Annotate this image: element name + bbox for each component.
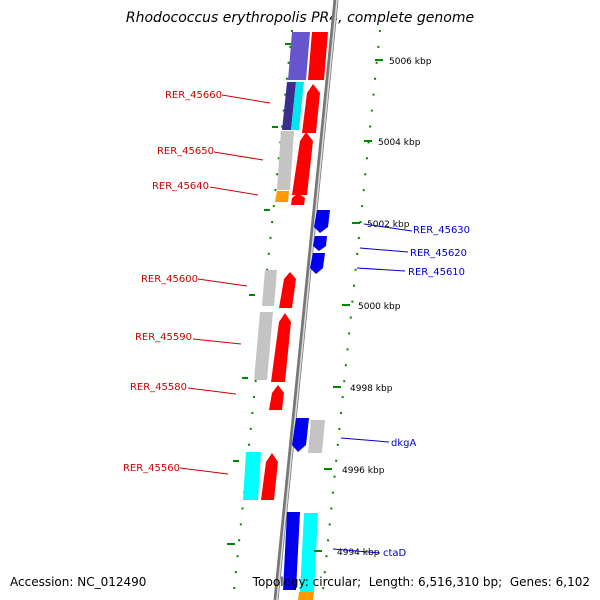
accession-label: Accession: xyxy=(10,575,74,589)
gene-block[interactable] xyxy=(300,513,318,592)
gene-label-rer-45580[interactable]: RER_45580 xyxy=(130,382,187,393)
gene-leader-line xyxy=(192,338,242,345)
genome-axis xyxy=(273,0,339,600)
gene-block[interactable] xyxy=(275,191,289,202)
gene-arrow[interactable] xyxy=(313,236,327,251)
scale-label: 4998 kbp xyxy=(350,384,393,394)
gene-arrow[interactable] xyxy=(314,210,330,233)
genome-summary: Topology: circular; Length: 6,516,310 bp… xyxy=(252,575,590,589)
gene-block[interactable] xyxy=(254,312,273,380)
chart-title: Rhodococcus erythropolis PR4, complete g… xyxy=(125,10,475,26)
topology-label: Topology: xyxy=(252,575,309,589)
gene-label-rer-45610[interactable]: RER_45610 xyxy=(408,267,465,278)
gene-leader-line xyxy=(187,387,237,395)
length-value: 6,516,310 bp xyxy=(418,575,499,589)
gene-label-dkga[interactable]: dkgA xyxy=(391,438,416,449)
scale-label: 5000 kbp xyxy=(358,302,401,312)
gene-label-rer-45620[interactable]: RER_45620 xyxy=(410,248,467,259)
scale-label: 5002 kbp xyxy=(367,220,410,230)
gene-block[interactable] xyxy=(243,452,261,500)
genes-value: 6,102 xyxy=(555,575,590,589)
gene-arrow[interactable] xyxy=(271,313,291,382)
gene-leader-line xyxy=(213,151,264,161)
gene-leader-line xyxy=(209,186,259,196)
gene-block[interactable] xyxy=(298,592,314,600)
gene-block[interactable] xyxy=(288,32,310,80)
accession-info: Accession: NC_012490 xyxy=(10,575,146,589)
gene-leader-line xyxy=(179,467,229,475)
gene-leader-line xyxy=(363,223,413,232)
genes-label: Genes: xyxy=(509,575,552,589)
scale-label: 4996 kbp xyxy=(342,466,385,476)
right-track-guide xyxy=(321,29,381,600)
gene-label-rer-45640[interactable]: RER_45640 xyxy=(152,181,209,192)
gene-block[interactable] xyxy=(283,512,300,590)
gene-leader-line xyxy=(221,94,271,104)
gene-arrow[interactable] xyxy=(292,418,309,452)
topology-value: circular xyxy=(312,575,358,589)
gene-block[interactable] xyxy=(282,82,296,130)
gene-block[interactable] xyxy=(277,131,294,190)
gene-arrow[interactable] xyxy=(279,272,296,308)
gene-label-rer-45650[interactable]: RER_45650 xyxy=(157,146,214,157)
gene-leader-line xyxy=(359,247,409,253)
gene-block[interactable] xyxy=(308,420,325,453)
gene-leader-line xyxy=(340,437,390,443)
gene-label-rer-45590[interactable]: RER_45590 xyxy=(135,332,192,343)
scale-label: 5006 kbp xyxy=(389,57,432,67)
accession-value: NC_012490 xyxy=(77,575,147,589)
gene-block[interactable] xyxy=(291,82,304,130)
gene-label-rer-45630[interactable]: RER_45630 xyxy=(413,225,470,236)
gene-arrow[interactable] xyxy=(292,132,313,195)
genome-axis-highlight xyxy=(276,0,338,600)
gene-arrow[interactable] xyxy=(269,385,284,410)
gene-block[interactable] xyxy=(308,32,328,80)
gene-arrow[interactable] xyxy=(261,453,278,500)
scale-label: 4994 kbp xyxy=(337,548,380,558)
gene-leader-line xyxy=(197,278,248,287)
gene-arrow[interactable] xyxy=(310,253,325,274)
gene-label-rer-45560[interactable]: RER_45560 xyxy=(123,463,180,474)
length-label: Length: xyxy=(368,575,415,589)
scale-label: 5004 kbp xyxy=(378,138,421,148)
gene-label-rer-45600[interactable]: RER_45600 xyxy=(141,274,198,285)
gene-arrow[interactable] xyxy=(302,84,320,133)
gene-label-ctad[interactable]: ctaD xyxy=(383,548,407,559)
gene-arrow[interactable] xyxy=(291,193,305,205)
gene-leader-line xyxy=(332,548,381,554)
gene-label-rer-45660[interactable]: RER_45660 xyxy=(165,90,222,101)
gene-block[interactable] xyxy=(262,270,277,306)
gene-leader-line xyxy=(356,267,406,272)
